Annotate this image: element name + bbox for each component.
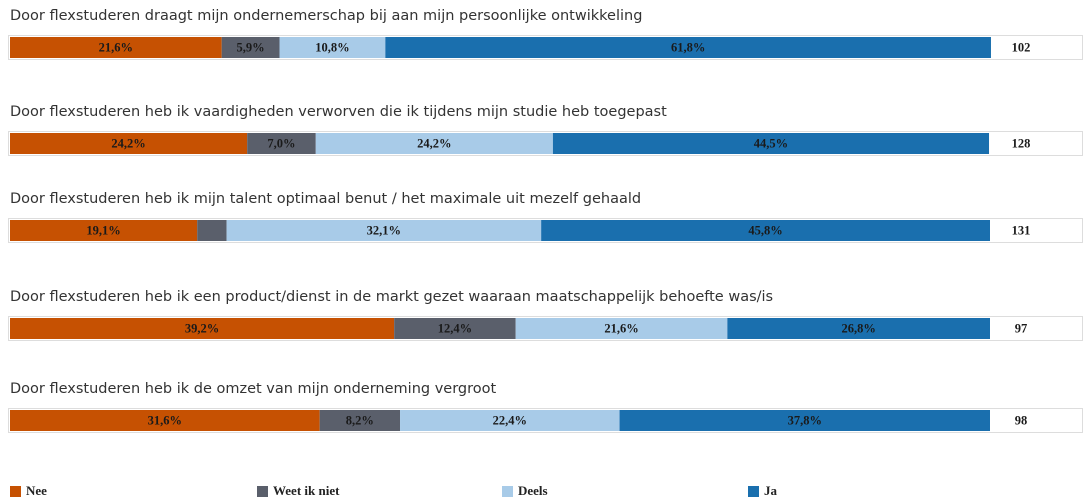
bar-segment	[552, 133, 990, 154]
bar-segment	[10, 220, 198, 241]
value-label: 24,2%	[111, 136, 145, 150]
legend-label: Weet ik niet	[273, 483, 340, 498]
legend-swatch	[257, 486, 268, 497]
bar-segment	[315, 133, 553, 154]
value-label: 19,1%	[86, 223, 120, 237]
question: Door flexstuderen heb ik vaardigheden ve…	[10, 104, 667, 120]
value-label: 44,5%	[754, 136, 788, 150]
bar-segment	[226, 220, 542, 241]
value-label: 37,8%	[788, 413, 822, 427]
total-label: 102	[1012, 40, 1031, 54]
value-label: 32,1%	[367, 223, 401, 237]
value-label: 21,6%	[604, 321, 638, 335]
bar-segment	[727, 318, 990, 339]
legend-label: Ja	[764, 483, 778, 498]
bar-segment	[197, 220, 227, 241]
legend-swatch	[502, 486, 513, 497]
bar-segment	[400, 410, 620, 431]
legend-swatch	[748, 486, 759, 497]
bar-segment	[541, 220, 990, 241]
question: Door flexstuderen heb ik mijn talent opt…	[10, 191, 641, 207]
bar-segment	[10, 410, 320, 431]
question: Door flexstuderen heb ik de omzet van mi…	[10, 381, 496, 397]
value-label: 22,4%	[493, 413, 527, 427]
value-label: 26,8%	[841, 321, 875, 335]
total-label: 97	[1015, 321, 1028, 335]
bar-segment	[247, 133, 316, 154]
value-label: 45,8%	[748, 223, 782, 237]
value-label: 31,6%	[148, 413, 182, 427]
bar-segment	[10, 318, 395, 339]
legend-swatch	[10, 486, 21, 497]
value-label: 39,2%	[185, 321, 219, 335]
bar-segment	[10, 133, 248, 154]
total-label: 131	[1012, 223, 1031, 237]
legend-label: Deels	[518, 483, 548, 498]
value-label: 21,6%	[99, 40, 133, 54]
value-label: 10,8%	[315, 40, 349, 54]
bar-segment	[394, 318, 516, 339]
bar-segment	[515, 318, 728, 339]
question: Door flexstuderen draagt mijn ondernemer…	[10, 8, 642, 24]
value-label: 8,2%	[346, 413, 374, 427]
value-label: 61,8%	[671, 40, 705, 54]
bar-segment	[319, 410, 401, 431]
question: Door flexstuderen heb ik een product/die…	[10, 289, 773, 305]
value-label: 5,9%	[237, 40, 265, 54]
bar-segment	[385, 37, 991, 58]
total-label: 128	[1012, 136, 1031, 150]
value-label: 7,0%	[267, 136, 295, 150]
value-label: 12,4%	[438, 321, 472, 335]
total-label: 98	[1015, 413, 1028, 427]
bar-segment	[279, 37, 386, 58]
bar-segment	[221, 37, 280, 58]
legend-label: Nee	[26, 483, 47, 498]
bar-segment	[10, 37, 222, 58]
value-label: 24,2%	[417, 136, 451, 150]
bar-segment	[619, 410, 990, 431]
